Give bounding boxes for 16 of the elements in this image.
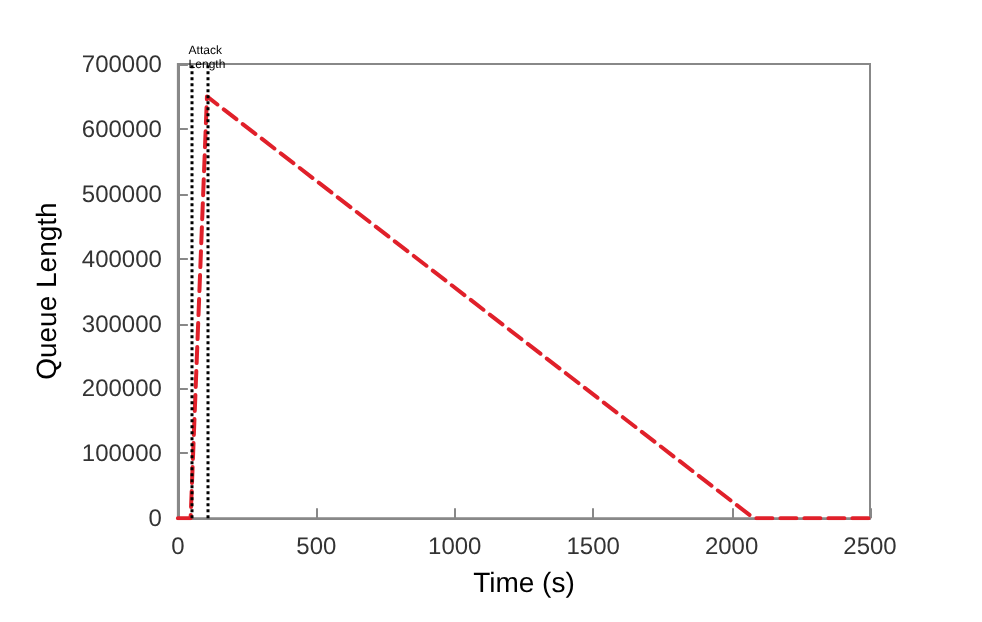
y-tick-label: 200000 [81, 374, 163, 403]
x-axis-title: Time (s) [473, 566, 575, 598]
y-tick-label: 500000 [81, 179, 163, 208]
y-tick-label: 0 [148, 504, 163, 533]
x-tick-label: 1000 [428, 532, 483, 561]
y-tick-label: 600000 [81, 114, 163, 143]
y-tick-label: 100000 [81, 439, 163, 468]
x-tick-label: 500 [296, 532, 337, 561]
y-tick-label: 700000 [81, 50, 163, 78]
x-tick-label: 1500 [566, 532, 621, 561]
x-tick-label: 0 [171, 532, 186, 561]
y-tick-label: 400000 [81, 244, 163, 273]
y-axis-title: Queue Length [30, 202, 62, 380]
x-tick-label: 2500 [843, 532, 898, 561]
y-tick-label: 300000 [81, 309, 163, 338]
x-tick-label: 2000 [704, 532, 759, 561]
